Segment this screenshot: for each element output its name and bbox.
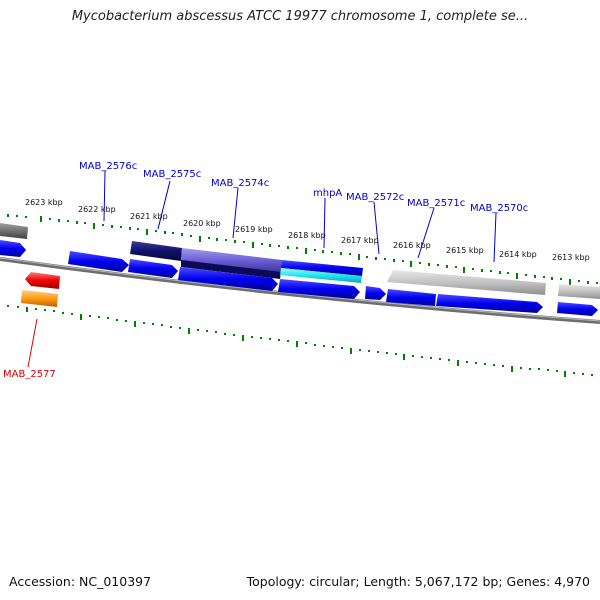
gene-feature[interactable] [68, 251, 129, 272]
tick-marks-upper [7, 214, 598, 285]
tick-label: 2616 kbp [393, 241, 431, 250]
tick-label: 2615 kbp [446, 246, 484, 255]
kbp-scale: 2623 kbp 2622 kbp 2621 kbp 2620 kbp 2619… [25, 198, 590, 262]
tick-label: 2617 kbp [341, 236, 379, 245]
gene-labels[interactable]: MAB_2576c MAB_2575c MAB_2574c mhpA MAB_2… [3, 161, 528, 380]
gene-feature[interactable] [0, 240, 26, 257]
gene-feature[interactable] [130, 241, 182, 261]
gene-feature[interactable] [436, 294, 543, 313]
map-title: Mycobacterium abscessus ATCC 19977 chrom… [71, 9, 529, 24]
gene-feature[interactable] [128, 259, 178, 278]
gene-feature[interactable] [280, 268, 362, 283]
gene-feature[interactable] [281, 260, 363, 276]
tick-label: 2613 kbp [552, 253, 590, 262]
gene-feature-mab-2577[interactable] [25, 272, 60, 289]
gene-label-mhpa[interactable]: mhpA [313, 188, 342, 199]
tick-label: 2620 kbp [183, 219, 221, 228]
tick-label: 2618 kbp [288, 231, 326, 240]
gene-feature[interactable] [386, 289, 436, 306]
gene-feature[interactable] [21, 290, 58, 307]
tick-label: 2623 kbp [25, 198, 63, 207]
gene-label-mab-2571c[interactable]: MAB_2571c [407, 198, 465, 209]
gene-label-mab-2577[interactable]: MAB_2577 [3, 369, 56, 380]
gene-label-mab-2574c[interactable]: MAB_2574c [211, 178, 269, 189]
accession-text: Accession: NC_010397 [9, 574, 152, 589]
genome-backbone [0, 257, 600, 324]
gene-feature[interactable] [181, 260, 281, 279]
gene-feature[interactable] [387, 270, 546, 295]
tick-label: 2619 kbp [235, 225, 273, 234]
gene-label-mab-2570c[interactable]: MAB_2570c [470, 203, 528, 214]
gene-feature[interactable] [365, 286, 386, 300]
gene-feature[interactable] [178, 267, 278, 291]
tick-label: 2614 kbp [499, 250, 537, 259]
gene-features[interactable] [0, 223, 600, 316]
gene-feature[interactable] [278, 279, 360, 299]
tick-marks-lower [7, 305, 593, 377]
gene-feature[interactable] [557, 302, 598, 316]
gene-feature[interactable] [0, 223, 28, 239]
gene-feature[interactable] [181, 248, 282, 273]
gene-label-mab-2572c[interactable]: MAB_2572c [346, 192, 404, 203]
gene-feature[interactable] [558, 284, 600, 299]
label-leaders [27, 170, 497, 368]
tick-label: 2621 kbp [130, 212, 168, 221]
genome-summary-text: Topology: circular; Length: 5,067,172 bp… [246, 574, 590, 589]
tick-label: 2622 kbp [78, 205, 116, 214]
gene-label-mab-2575c[interactable]: MAB_2575c [143, 169, 201, 180]
gene-label-mab-2576c[interactable]: MAB_2576c [79, 161, 137, 172]
